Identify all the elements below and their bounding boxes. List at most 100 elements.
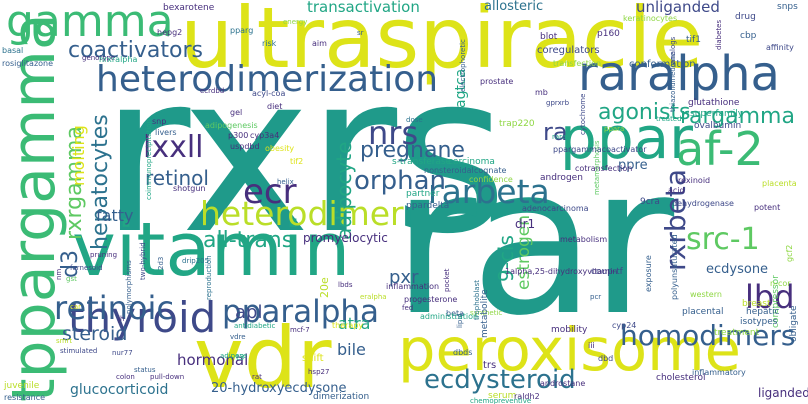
word: partner [406, 189, 440, 199]
word: metabolite [480, 289, 490, 338]
word: all-trans [203, 228, 294, 253]
word: two-hybrid [139, 242, 147, 280]
word: pregnane [360, 138, 465, 163]
word: coup-tf [591, 267, 623, 277]
word: heterodimerization [96, 59, 439, 100]
word: coregulators [537, 45, 600, 56]
word: vitamin [72, 207, 351, 293]
word: orphan [354, 166, 446, 196]
word: cholesterol [656, 373, 706, 383]
word: shotgun [173, 184, 206, 193]
word: heterodimer [200, 194, 404, 233]
word: cyp24 [612, 321, 637, 330]
word: adenocarcinoma [522, 204, 589, 213]
word: ecr [243, 172, 297, 212]
word: ultraspiracle [180, 0, 704, 87]
word: dimerization [313, 392, 370, 402]
word: cytochrome [579, 93, 587, 135]
word: molting [69, 125, 88, 186]
word: af-2 [676, 122, 764, 176]
word: superfamily [690, 109, 744, 119]
word: ecdysone [706, 262, 769, 277]
word: car [70, 303, 82, 311]
word: ppar [560, 104, 694, 172]
word: liganded [758, 386, 808, 400]
word: jh [118, 315, 125, 323]
word: antidiabetic [234, 322, 276, 330]
word: reproduction [205, 255, 213, 300]
word: aim [312, 39, 327, 48]
word: ecdysteroid [424, 365, 576, 395]
word: vdr [194, 309, 332, 404]
word: cotransfection [575, 164, 633, 173]
word: rosiglitazone [2, 59, 54, 68]
word: retinoic [54, 289, 174, 327]
word: snp [152, 117, 167, 126]
word: ra [543, 118, 568, 146]
word: atra [338, 314, 371, 333]
word: prostate [480, 77, 514, 86]
word: serum [488, 391, 517, 401]
word: dr1 [515, 217, 536, 231]
word: src-1 [686, 222, 760, 257]
word: chemopreventive [470, 397, 532, 404]
word: nrs [368, 114, 419, 152]
word: trs [483, 360, 497, 371]
word: retinol [145, 166, 209, 190]
word: gst [66, 275, 77, 283]
word: mcf-7 [290, 326, 310, 334]
word: cognate [474, 166, 507, 175]
word: ppargammacoactivator [553, 145, 647, 154]
word: bexarotene [163, 3, 215, 13]
word: 1alpha,25-dihydroxyvitamin [505, 267, 618, 276]
word: thyroid [68, 293, 217, 342]
word: rexinoid [678, 176, 711, 185]
word: progesterone [404, 295, 458, 304]
word: tif1 [686, 35, 701, 45]
word: treatment [714, 328, 760, 338]
word: pruning [90, 251, 118, 259]
word: trap220 [499, 119, 535, 129]
word: pull-down [150, 373, 185, 381]
word: snps [777, 2, 798, 12]
word: 20-hydroxyecdysone [211, 381, 347, 396]
word: exposure [644, 255, 653, 292]
word: homodimers [620, 319, 796, 352]
word: treated [656, 115, 682, 123]
word: glucocorticoid [70, 382, 169, 398]
word: genotype [82, 54, 116, 62]
word: nur77 [112, 349, 133, 357]
word: conformation [629, 59, 696, 70]
word: ppara [604, 125, 625, 133]
word: smrt [56, 337, 73, 345]
word: lbd [745, 278, 795, 316]
word: eralpha [360, 293, 387, 301]
word: status [134, 366, 156, 374]
word: rarbeta [428, 172, 550, 211]
word: ovalbumin [694, 121, 742, 131]
word: gcf2 [785, 244, 794, 262]
word: shift [302, 353, 324, 364]
word: obligate [789, 305, 799, 342]
word: western [690, 290, 722, 299]
word: synthetic [470, 309, 503, 317]
word: analogs [669, 36, 677, 64]
word: hormonal [177, 351, 249, 369]
word: steroid [62, 323, 128, 345]
word: ecrdbd [200, 87, 225, 95]
word: pcr [590, 293, 602, 301]
word: hepatic [746, 307, 780, 317]
word: allosteric [484, 0, 544, 14]
word: dose [406, 116, 423, 124]
word: gamma [6, 0, 174, 47]
word: rargamma [680, 104, 795, 129]
word: p160 [597, 29, 620, 39]
word: cyp3a4 [250, 131, 280, 140]
word: cbp [740, 31, 757, 41]
word: hrxralpha [99, 55, 138, 64]
word: uspdbd [230, 142, 260, 151]
word: pparg [230, 26, 254, 35]
word: gel [230, 108, 243, 117]
word: ppardelta [406, 201, 450, 211]
